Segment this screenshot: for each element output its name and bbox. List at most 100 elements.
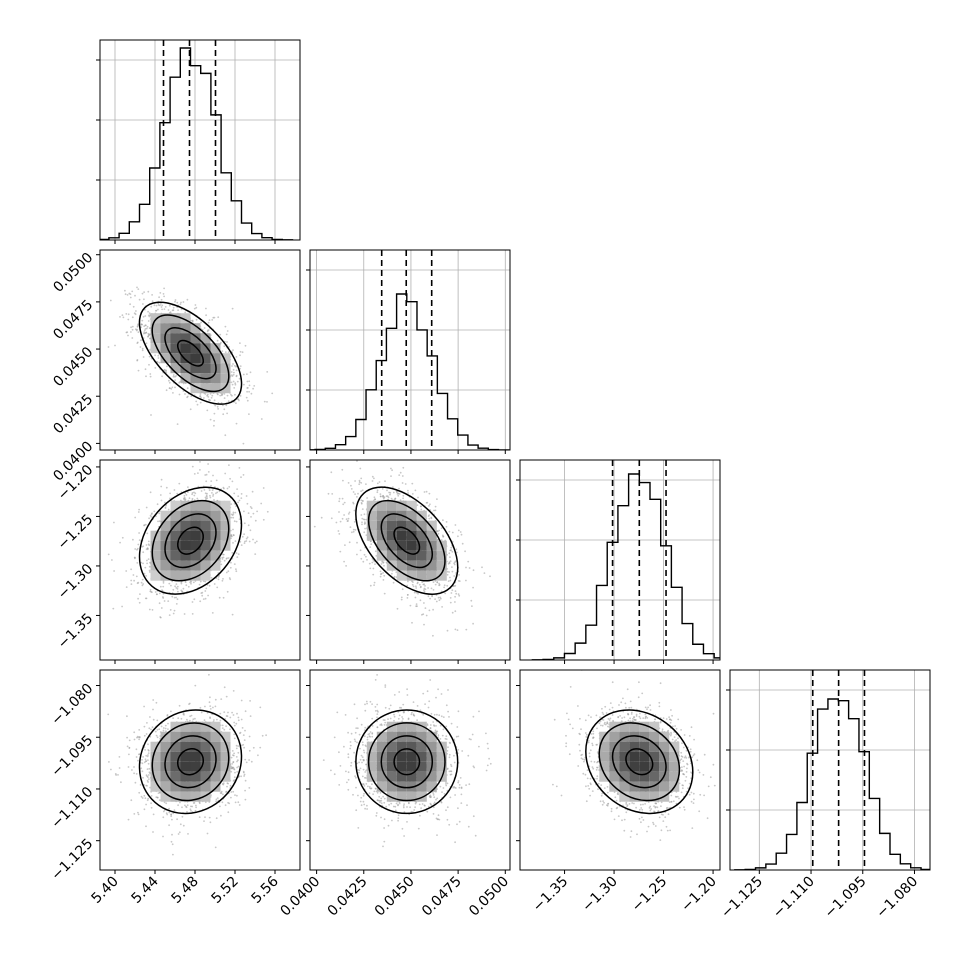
sample-point: [207, 463, 210, 465]
sample-point: [213, 419, 216, 422]
sample-point: [246, 536, 249, 539]
sample-point: [213, 399, 216, 402]
sample-point: [213, 424, 215, 427]
panel-frame: [729, 669, 931, 871]
sample-point: [168, 824, 171, 827]
sample-point: [448, 552, 451, 555]
sample-point: [388, 491, 390, 494]
sample-point: [245, 396, 248, 399]
sample-point: [232, 542, 234, 544]
density-cell: [416, 520, 427, 531]
sample-point: [180, 582, 183, 585]
sample-point: [209, 393, 212, 395]
sample-point: [127, 313, 130, 316]
sample-point: [138, 532, 141, 534]
sample-point: [451, 589, 454, 592]
density-cell: [406, 530, 417, 541]
sample-point: [446, 570, 449, 573]
sample-point: [144, 328, 147, 330]
sample-point: [371, 475, 374, 478]
sample-point: [145, 375, 147, 378]
sample-point: [175, 587, 178, 589]
sample-point: [148, 327, 151, 329]
density-cell: [190, 530, 201, 541]
sample-point: [145, 597, 148, 600]
sample-point: [141, 578, 144, 581]
sample-point: [228, 464, 230, 466]
panel-frame: [99, 459, 301, 661]
sample-point: [406, 594, 409, 596]
density-cell: [170, 353, 181, 364]
sample-point: [141, 319, 144, 322]
density-cell: [160, 510, 171, 521]
sample-point: [149, 349, 151, 351]
sample-point: [244, 729, 246, 732]
sample-point: [423, 602, 425, 604]
sample-point: [428, 492, 431, 495]
sample-point: [383, 592, 386, 595]
sample-point: [160, 607, 163, 609]
sample-point: [199, 461, 201, 463]
density-cell: [170, 540, 181, 551]
sample-point: [183, 613, 186, 615]
sample-point: [354, 493, 356, 495]
sample-point: [158, 592, 161, 595]
sample-point: [453, 585, 456, 587]
sample-point: [177, 309, 180, 311]
sample-point: [155, 304, 158, 307]
sample-point: [341, 497, 344, 500]
sample-point: [241, 535, 244, 538]
density-cell: [220, 353, 231, 364]
sample-point: [242, 474, 245, 476]
sample-point: [232, 511, 235, 514]
sample-point: [134, 328, 137, 331]
sample-point: [415, 587, 418, 589]
sample-point: [209, 399, 212, 402]
sample-point: [414, 489, 417, 492]
sample-point: [144, 368, 147, 371]
sample-point: [411, 621, 413, 624]
sample-point: [162, 580, 165, 583]
sample-point: [434, 509, 437, 512]
sample-point: [133, 579, 136, 582]
sample-point: [124, 289, 126, 292]
sample-point: [218, 596, 221, 599]
sample-point: [428, 609, 431, 612]
sample-point: [208, 487, 211, 490]
sample-point: [131, 316, 134, 319]
sample-point: [144, 308, 146, 311]
sample-point: [436, 498, 438, 500]
density-cell: [160, 520, 171, 531]
sample-point: [449, 556, 451, 558]
sample-point: [227, 351, 230, 354]
sample-point: [406, 597, 409, 599]
sample-point: [144, 566, 147, 569]
sample-point: [313, 525, 316, 528]
sample-point: [440, 539, 443, 541]
sample-point: [382, 572, 384, 574]
sample-point: [458, 574, 460, 576]
sample-point: [387, 496, 390, 499]
sample-point: [354, 529, 357, 531]
density-cell: [416, 570, 427, 581]
sample-point: [242, 442, 245, 445]
sample-point: [231, 365, 233, 367]
sample-point: [234, 540, 237, 542]
sample-point: [338, 497, 341, 500]
sample-point: [424, 585, 426, 587]
sample-point: [363, 553, 366, 556]
sample-point: [145, 331, 148, 334]
sample-point: [260, 502, 263, 505]
sample-point: [363, 513, 366, 516]
sample-point: [362, 500, 364, 502]
sample-point: [171, 386, 174, 389]
density-cell: [170, 313, 181, 324]
sample-point: [368, 562, 371, 565]
sample-point: [221, 579, 224, 582]
sample-point: [157, 304, 160, 306]
sample-point: [148, 337, 151, 340]
density-cell: [396, 540, 407, 551]
sample-point: [126, 294, 129, 296]
sample-point: [166, 365, 168, 368]
sample-point: [171, 595, 174, 598]
